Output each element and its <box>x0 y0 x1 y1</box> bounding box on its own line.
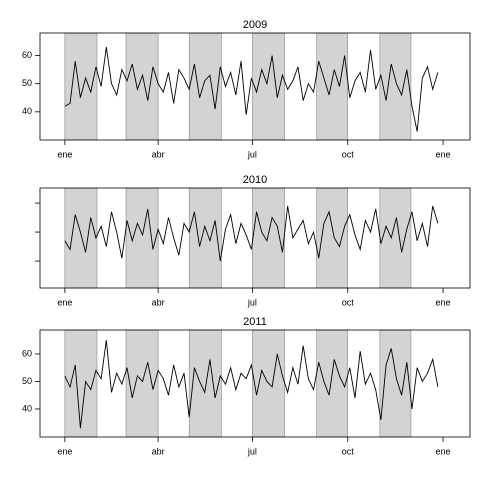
x-tick-label: ene <box>57 297 72 307</box>
shaded-span <box>379 187 412 289</box>
x-tick-label: oct <box>342 149 355 159</box>
x-tick-label: jul <box>247 149 257 159</box>
plot-frame <box>39 32 471 141</box>
shaded-span <box>125 329 159 438</box>
plot-frame <box>39 187 471 289</box>
panel-title: 2009 <box>243 19 267 31</box>
shaded-span <box>188 32 222 141</box>
y-tick-label: 60 <box>22 50 32 60</box>
shaded-span <box>316 32 349 141</box>
x-tick-label: ene <box>57 149 72 159</box>
y-tick-label: 50 <box>22 78 32 88</box>
series-line <box>64 340 439 429</box>
x-tick-label: jul <box>247 297 257 307</box>
x-tick-label: abr <box>152 297 165 307</box>
x-tick-label: jul <box>247 446 257 456</box>
y-tick-label: 60 <box>22 348 32 358</box>
series-line <box>64 205 439 262</box>
shaded-span <box>125 187 159 289</box>
x-tick-label: ene <box>436 297 451 307</box>
series-line <box>64 47 439 132</box>
panel-title: 2010 <box>243 174 267 186</box>
shaded-span <box>64 329 98 438</box>
y-tick-label: 50 <box>22 376 32 386</box>
panel-title: 2011 <box>243 316 267 328</box>
shaded-span <box>188 329 222 438</box>
shaded-span <box>64 187 98 289</box>
x-tick-label: oct <box>342 297 355 307</box>
shaded-span <box>188 187 222 289</box>
plot-frame <box>39 329 471 438</box>
shaded-span <box>125 32 159 141</box>
y-tick-label: 40 <box>22 403 32 413</box>
shaded-span <box>379 329 412 438</box>
x-tick-label: abr <box>152 149 165 159</box>
shaded-span <box>379 32 412 141</box>
x-tick-label: oct <box>342 446 355 456</box>
x-tick-label: ene <box>436 149 451 159</box>
y-tick-label: 40 <box>22 106 32 116</box>
x-tick-label: ene <box>436 446 451 456</box>
x-tick-label: abr <box>152 446 165 456</box>
x-tick-label: ene <box>57 446 72 456</box>
